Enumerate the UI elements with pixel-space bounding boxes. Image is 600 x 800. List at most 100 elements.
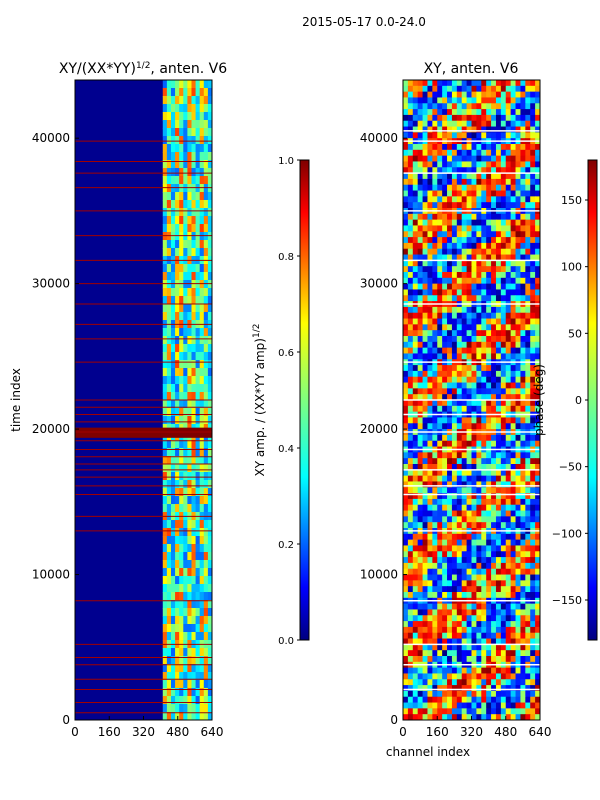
phase-cell [525,109,531,116]
amplitude-cell [170,96,176,105]
phase-cell [442,184,448,192]
phase-cell [417,330,424,337]
phase-cell [505,370,512,378]
phase-cell [461,330,468,337]
phase-cell [520,551,526,558]
phase-cell [481,295,487,302]
phase-colorbar-tick-label: 150 [561,194,582,207]
phase-cell [535,510,540,517]
phase-cell [451,120,458,128]
amplitude-cell [170,592,176,601]
amplitude-cell [175,264,180,273]
phase-cell [456,283,463,290]
phase-cell [412,400,419,407]
amplitude-cell [195,544,201,553]
phase-cell [417,114,424,122]
phase-cell [432,679,438,686]
amplitude-cell [195,296,201,305]
phase-cell [412,405,419,413]
phase-cell [427,673,433,680]
phase-cell [427,120,433,128]
amplitude-cell [195,248,201,257]
phase-cell [451,277,458,285]
phase-cell [407,184,414,192]
phase-cell [432,493,438,500]
amplitude-cell [183,248,188,257]
phase-cell [456,388,463,395]
phase-cell [476,417,482,424]
phase-cell [476,306,482,314]
phase-cell [481,388,487,395]
amplitude-cell [199,144,205,153]
phase-cell [417,254,424,261]
phase-cell [447,312,453,320]
phase-cell [407,353,414,360]
phase-cell [515,254,521,261]
phase-cell [451,347,458,354]
amplitude-cell [166,480,172,489]
phase-cell [442,365,448,372]
amplitude-cell [183,520,188,529]
amplitude-cell [187,680,192,689]
amplitude-cell [207,176,212,185]
phase-cell [417,388,424,395]
phase-cell [466,400,472,407]
phase-cell [451,568,458,576]
phase-cell [407,586,414,593]
amplitude-cell [207,704,212,713]
phase-cell [417,551,424,558]
phase-cell [451,248,458,256]
amplitude-cell [162,616,168,625]
phase-cell [412,266,419,273]
amplitude-cell [195,592,201,601]
amplitude-cell [179,232,184,241]
phase-cell [520,289,526,296]
phase-cell [466,533,472,541]
phase-cell [451,184,458,192]
amplitude-cell [166,528,172,537]
amplitude-cell [207,288,212,297]
phase-cell [466,452,472,459]
phase-cell [412,97,419,104]
amplitude-cell [191,128,197,137]
phase-cell [530,679,536,686]
phase-cell [461,685,468,692]
amplitude-cell [191,224,197,233]
amplitude-cell [183,632,188,641]
phase-cell [486,464,492,471]
phase-cell [486,376,492,384]
phase-cell [442,493,448,500]
phase-cell [481,330,487,337]
amplitude-cell [166,240,172,249]
phase-cell [510,632,517,640]
phase-cell [466,237,472,244]
phase-cell [500,382,507,389]
phase-cell [407,103,414,110]
phase-cell [525,632,531,640]
amplitude-cell [179,608,184,617]
phase-cell [437,690,443,698]
phase-cell [481,615,487,622]
phase-cell [495,231,502,238]
phase-cell [442,533,448,541]
phase-cell [510,231,517,238]
phase-cell [427,667,433,674]
amplitude-cell [179,544,184,553]
amplitude-cell [195,200,201,209]
amplitude-cell [187,536,192,545]
phase-cell [456,464,463,471]
phase-cell [417,231,424,238]
phase-cell [505,603,512,610]
phase-cell [451,469,458,477]
phase-cell [476,336,482,343]
amplitude-cell [195,400,201,409]
phase-cell [427,178,433,186]
phase-cell [466,667,472,674]
phase-cell [486,539,492,546]
phase-cell [422,626,428,634]
phase-cell [412,592,419,599]
phase-cell [432,272,438,279]
phase-cell [417,557,424,564]
phase-cell [505,272,512,279]
phase-cell [417,516,424,523]
